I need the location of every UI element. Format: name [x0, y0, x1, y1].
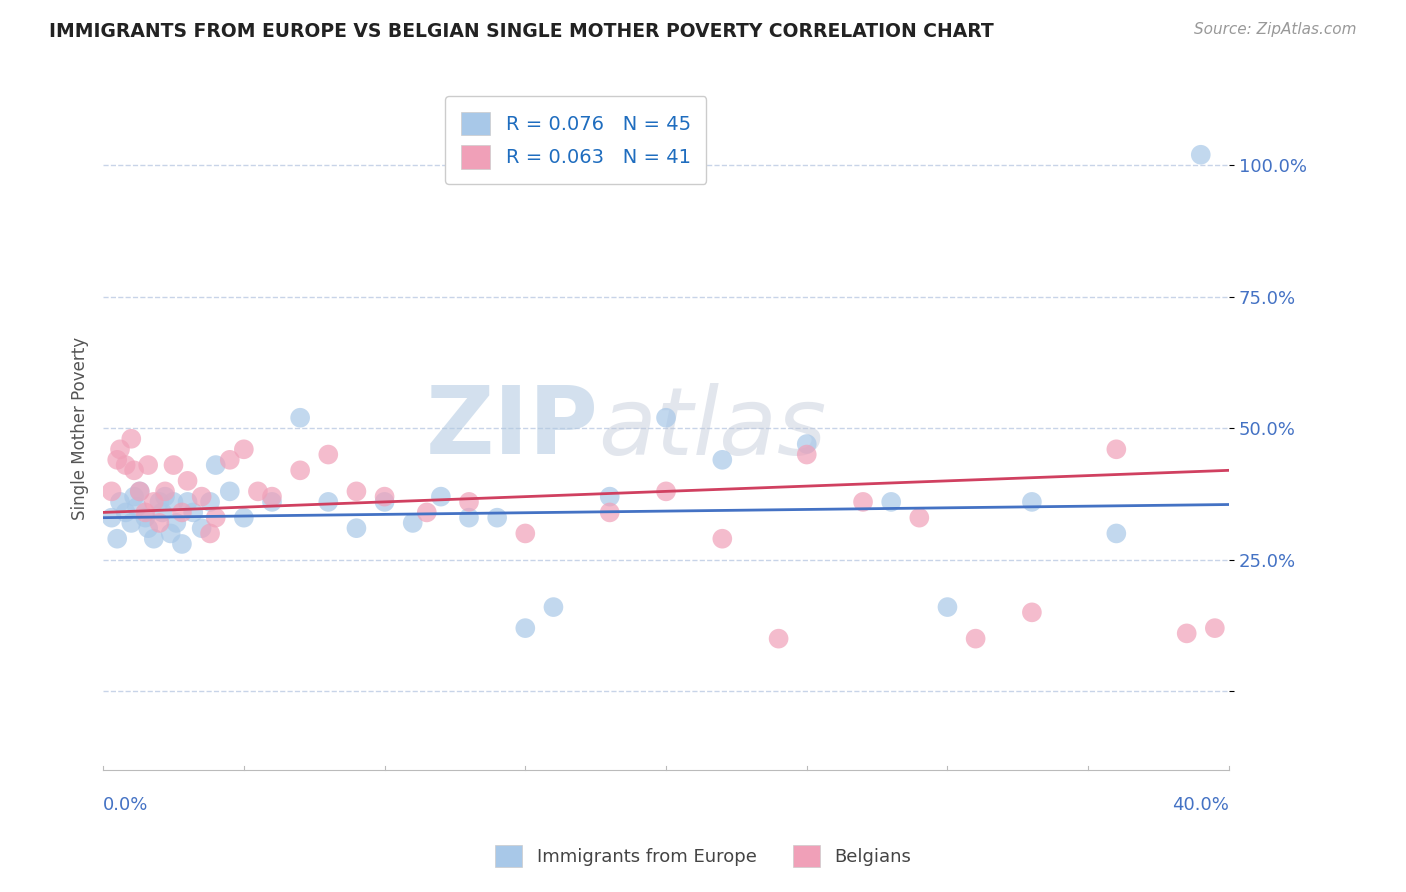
- Text: 40.0%: 40.0%: [1173, 797, 1229, 814]
- Legend: R = 0.076   N = 45, R = 0.063   N = 41: R = 0.076 N = 45, R = 0.063 N = 41: [446, 96, 706, 185]
- Point: [114, 505, 136, 519]
- Point: [108, 442, 131, 457]
- Point: [176, 474, 198, 488]
- Point: [128, 484, 150, 499]
- Point: [880, 495, 903, 509]
- Point: [246, 484, 269, 499]
- Point: [204, 458, 226, 472]
- Text: 0.0%: 0.0%: [103, 797, 149, 814]
- Point: [316, 495, 339, 509]
- Point: [142, 495, 165, 509]
- Point: [190, 490, 212, 504]
- Y-axis label: Single Mother Poverty: Single Mother Poverty: [72, 336, 89, 520]
- Point: [153, 484, 176, 499]
- Point: [1021, 605, 1043, 619]
- Point: [374, 490, 396, 504]
- Point: [599, 490, 621, 504]
- Point: [346, 484, 368, 499]
- Point: [100, 510, 122, 524]
- Point: [402, 516, 425, 530]
- Point: [176, 495, 198, 509]
- Point: [120, 432, 142, 446]
- Point: [260, 490, 283, 504]
- Point: [288, 463, 311, 477]
- Point: [122, 463, 145, 477]
- Point: [543, 600, 565, 615]
- Point: [655, 410, 678, 425]
- Point: [142, 532, 165, 546]
- Point: [416, 505, 439, 519]
- Point: [458, 495, 481, 509]
- Point: [162, 458, 184, 472]
- Point: [190, 521, 212, 535]
- Point: [1105, 526, 1128, 541]
- Point: [108, 495, 131, 509]
- Point: [159, 526, 181, 541]
- Point: [125, 500, 148, 515]
- Point: [218, 484, 240, 499]
- Point: [1189, 147, 1212, 161]
- Point: [136, 458, 159, 472]
- Point: [515, 526, 537, 541]
- Point: [198, 495, 221, 509]
- Point: [346, 521, 368, 535]
- Point: [260, 495, 283, 509]
- Point: [711, 452, 734, 467]
- Point: [965, 632, 987, 646]
- Point: [655, 484, 678, 499]
- Text: Source: ZipAtlas.com: Source: ZipAtlas.com: [1194, 22, 1357, 37]
- Point: [170, 537, 193, 551]
- Point: [153, 490, 176, 504]
- Point: [134, 505, 156, 519]
- Point: [232, 442, 254, 457]
- Point: [114, 458, 136, 472]
- Point: [120, 516, 142, 530]
- Point: [128, 484, 150, 499]
- Point: [711, 532, 734, 546]
- Point: [796, 448, 818, 462]
- Point: [162, 495, 184, 509]
- Point: [599, 505, 621, 519]
- Legend: Immigrants from Europe, Belgians: Immigrants from Europe, Belgians: [488, 838, 918, 874]
- Point: [136, 521, 159, 535]
- Point: [204, 510, 226, 524]
- Point: [122, 490, 145, 504]
- Point: [908, 510, 931, 524]
- Point: [170, 505, 193, 519]
- Point: [198, 526, 221, 541]
- Point: [936, 600, 959, 615]
- Point: [165, 516, 187, 530]
- Point: [232, 510, 254, 524]
- Point: [218, 452, 240, 467]
- Point: [486, 510, 509, 524]
- Point: [1021, 495, 1043, 509]
- Text: atlas: atlas: [599, 383, 827, 474]
- Point: [515, 621, 537, 635]
- Point: [148, 516, 170, 530]
- Point: [150, 505, 173, 519]
- Point: [768, 632, 790, 646]
- Point: [374, 495, 396, 509]
- Point: [430, 490, 453, 504]
- Text: IMMIGRANTS FROM EUROPE VS BELGIAN SINGLE MOTHER POVERTY CORRELATION CHART: IMMIGRANTS FROM EUROPE VS BELGIAN SINGLE…: [49, 22, 994, 41]
- Point: [796, 437, 818, 451]
- Point: [1204, 621, 1226, 635]
- Point: [316, 448, 339, 462]
- Point: [148, 495, 170, 509]
- Point: [458, 510, 481, 524]
- Point: [288, 410, 311, 425]
- Point: [852, 495, 875, 509]
- Point: [181, 505, 204, 519]
- Point: [1105, 442, 1128, 457]
- Point: [105, 452, 128, 467]
- Point: [105, 532, 128, 546]
- Text: ZIP: ZIP: [426, 383, 599, 475]
- Point: [134, 510, 156, 524]
- Point: [100, 484, 122, 499]
- Point: [1175, 626, 1198, 640]
